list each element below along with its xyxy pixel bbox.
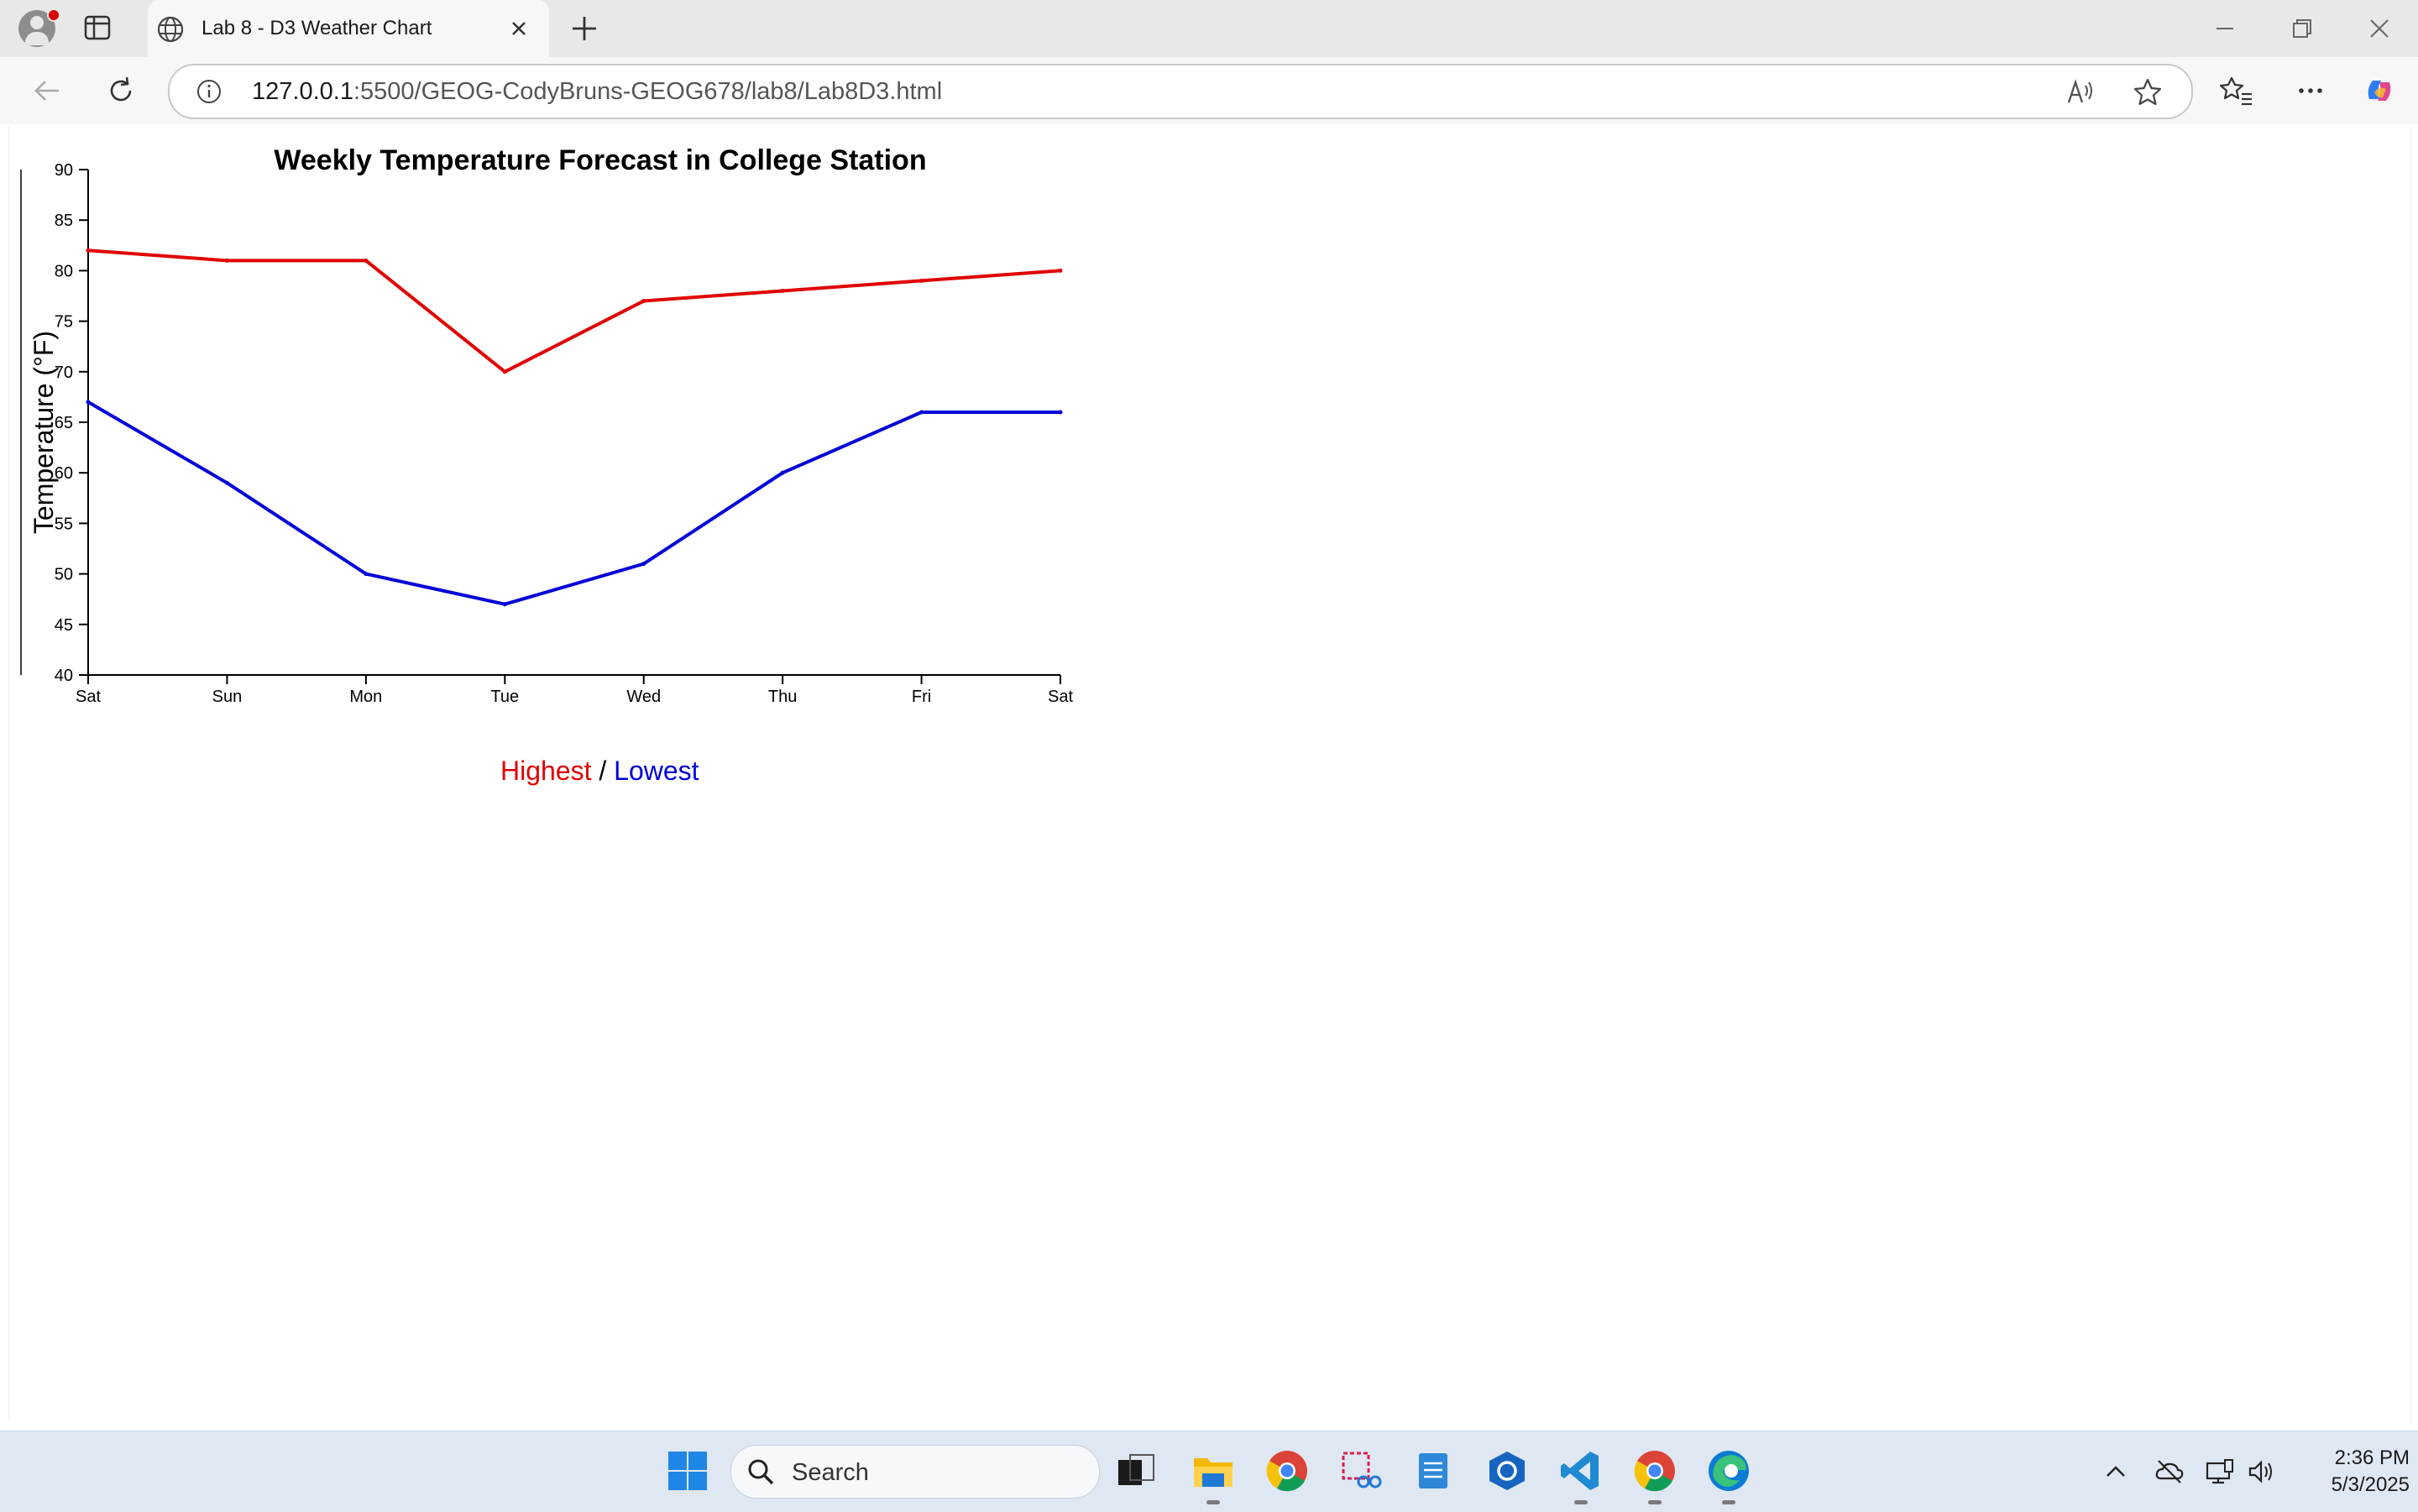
taskbar-search[interactable]: Search: [730, 1445, 1100, 1499]
y-tick-label: 60: [55, 464, 73, 483]
url-text: 127.0.0.1:5500/GEOG-CodyBruns-GEOG678/la…: [252, 78, 943, 105]
y-tick-label: 90: [55, 161, 73, 180]
onedrive-offline-icon[interactable]: [2154, 1457, 2185, 1487]
file-explorer-icon[interactable]: [1191, 1448, 1236, 1504]
back-arrow-icon[interactable]: [30, 74, 64, 107]
y-axis: 40 45 50 55 60 65 70 75 80 85 90: [55, 161, 89, 685]
system-clock[interactable]: 2:36 PM 5/3/2025: [2300, 1445, 2410, 1499]
y-tick-label: 85: [55, 212, 73, 230]
address-bar[interactable]: 127.0.0.1:5500/GEOG-CodyBruns-GEOG678/la…: [168, 64, 2193, 119]
x-tick-label: Wed: [626, 688, 661, 706]
read-aloud-icon[interactable]: [2065, 77, 2096, 107]
y-tick-label: 80: [55, 262, 73, 280]
data-point-lowest: [780, 470, 785, 475]
data-point-lowest: [919, 410, 924, 415]
y-tick-label: 40: [55, 667, 73, 685]
series-line-highest: [87, 249, 1061, 374]
y-tick-label: 45: [55, 616, 73, 635]
data-point-highest: [224, 258, 229, 263]
x-tick-label: Sat: [76, 688, 101, 706]
chart-legend: Highest / Lowest: [500, 756, 699, 787]
chrome-icon[interactable]: [1264, 1448, 1310, 1494]
site-info-icon[interactable]: [195, 77, 223, 106]
y-tick-label: 65: [55, 414, 73, 432]
data-point-highest: [1058, 268, 1063, 273]
tab-bar: Lab 8 - D3 Weather Chart: [0, 0, 2418, 57]
refresh-icon[interactable]: [104, 74, 138, 107]
y-tick-label: 50: [55, 566, 73, 584]
x-tick-label: Tue: [490, 688, 519, 706]
tab-title: Lab 8 - D3 Weather Chart: [202, 17, 432, 39]
favorite-star-icon[interactable]: [2133, 77, 2163, 107]
y-tick-label: 75: [55, 313, 73, 332]
copilot-icon[interactable]: [2363, 74, 2396, 107]
tab-active[interactable]: Lab 8 - D3 Weather Chart: [148, 0, 549, 57]
task-view-icon[interactable]: [1113, 1448, 1159, 1494]
x-tick-label: Sat: [1048, 688, 1073, 706]
minimize-icon[interactable]: [2208, 12, 2242, 45]
profile-avatar-icon[interactable]: [18, 8, 60, 47]
temperature-line-chart: Weekly Temperature Forecast in College S…: [20, 144, 1073, 706]
series-layer: [86, 248, 1063, 607]
clock-date: 5/3/2025: [2331, 1473, 2410, 1496]
globe-icon: [157, 16, 184, 43]
taskbar: Search: [0, 1431, 2418, 1512]
tab-actions-icon[interactable]: [84, 15, 111, 40]
x-tick-label: Thu: [768, 688, 797, 706]
chart-title: Weekly Temperature Forecast in College S…: [274, 144, 926, 176]
x-axis: Sat Sun Mon Tue Wed Thu Fri Sat: [76, 674, 1073, 706]
restore-icon[interactable]: [2285, 12, 2319, 45]
y-axis-label: Temperature (°F): [29, 331, 59, 534]
clock-time: 2:36 PM: [2334, 1447, 2410, 1469]
new-tab-icon[interactable]: [569, 13, 599, 44]
data-point-lowest: [641, 562, 646, 567]
company-portal-icon[interactable]: [1484, 1448, 1530, 1494]
favorites-icon[interactable]: [2220, 74, 2253, 107]
data-point-lowest: [1058, 410, 1063, 415]
data-point-highest: [641, 299, 646, 304]
x-tick-label: Mon: [349, 688, 382, 706]
close-tab-icon[interactable]: [507, 17, 531, 40]
volume-icon[interactable]: [2247, 1457, 2277, 1487]
data-point-lowest: [86, 400, 91, 405]
data-point-highest: [364, 258, 369, 263]
notepad-icon[interactable]: [1410, 1448, 1456, 1494]
data-point-highest: [919, 278, 924, 283]
search-icon: [748, 1459, 774, 1485]
x-tick-label: Fri: [912, 688, 931, 706]
legend-lowest: Lowest: [614, 756, 699, 786]
chrome-icon-2[interactable]: [1632, 1448, 1677, 1504]
chevron-up-icon[interactable]: [2101, 1457, 2131, 1487]
network-icon[interactable]: [2205, 1457, 2235, 1487]
series-line-lowest: [86, 400, 1060, 606]
data-point-lowest: [224, 480, 229, 485]
legend-separator: /: [591, 756, 615, 786]
legend-highest: Highest: [500, 756, 592, 786]
snipping-tool-icon[interactable]: [1338, 1448, 1384, 1494]
y-tick-label: 55: [55, 515, 73, 533]
data-point-highest: [780, 288, 785, 293]
data-point-highest: [86, 248, 91, 253]
close-window-icon[interactable]: [2363, 12, 2396, 45]
y-tick-label: 70: [55, 364, 73, 382]
page-viewport: Weekly Temperature Forecast in College S…: [8, 126, 2411, 1422]
data-point-highest: [502, 369, 507, 374]
x-tick-label: Sun: [212, 688, 243, 706]
data-point-lowest: [364, 572, 369, 577]
data-point-lowest: [502, 602, 507, 607]
more-options-icon[interactable]: [2294, 74, 2327, 107]
edge-icon[interactable]: [1706, 1448, 1751, 1504]
vscode-icon[interactable]: [1558, 1448, 1604, 1504]
search-label: Search: [792, 1459, 869, 1486]
browser-toolbar: 127.0.0.1:5500/GEOG-CodyBruns-GEOG678/la…: [0, 57, 2418, 124]
windows-start-icon[interactable]: [665, 1448, 710, 1494]
